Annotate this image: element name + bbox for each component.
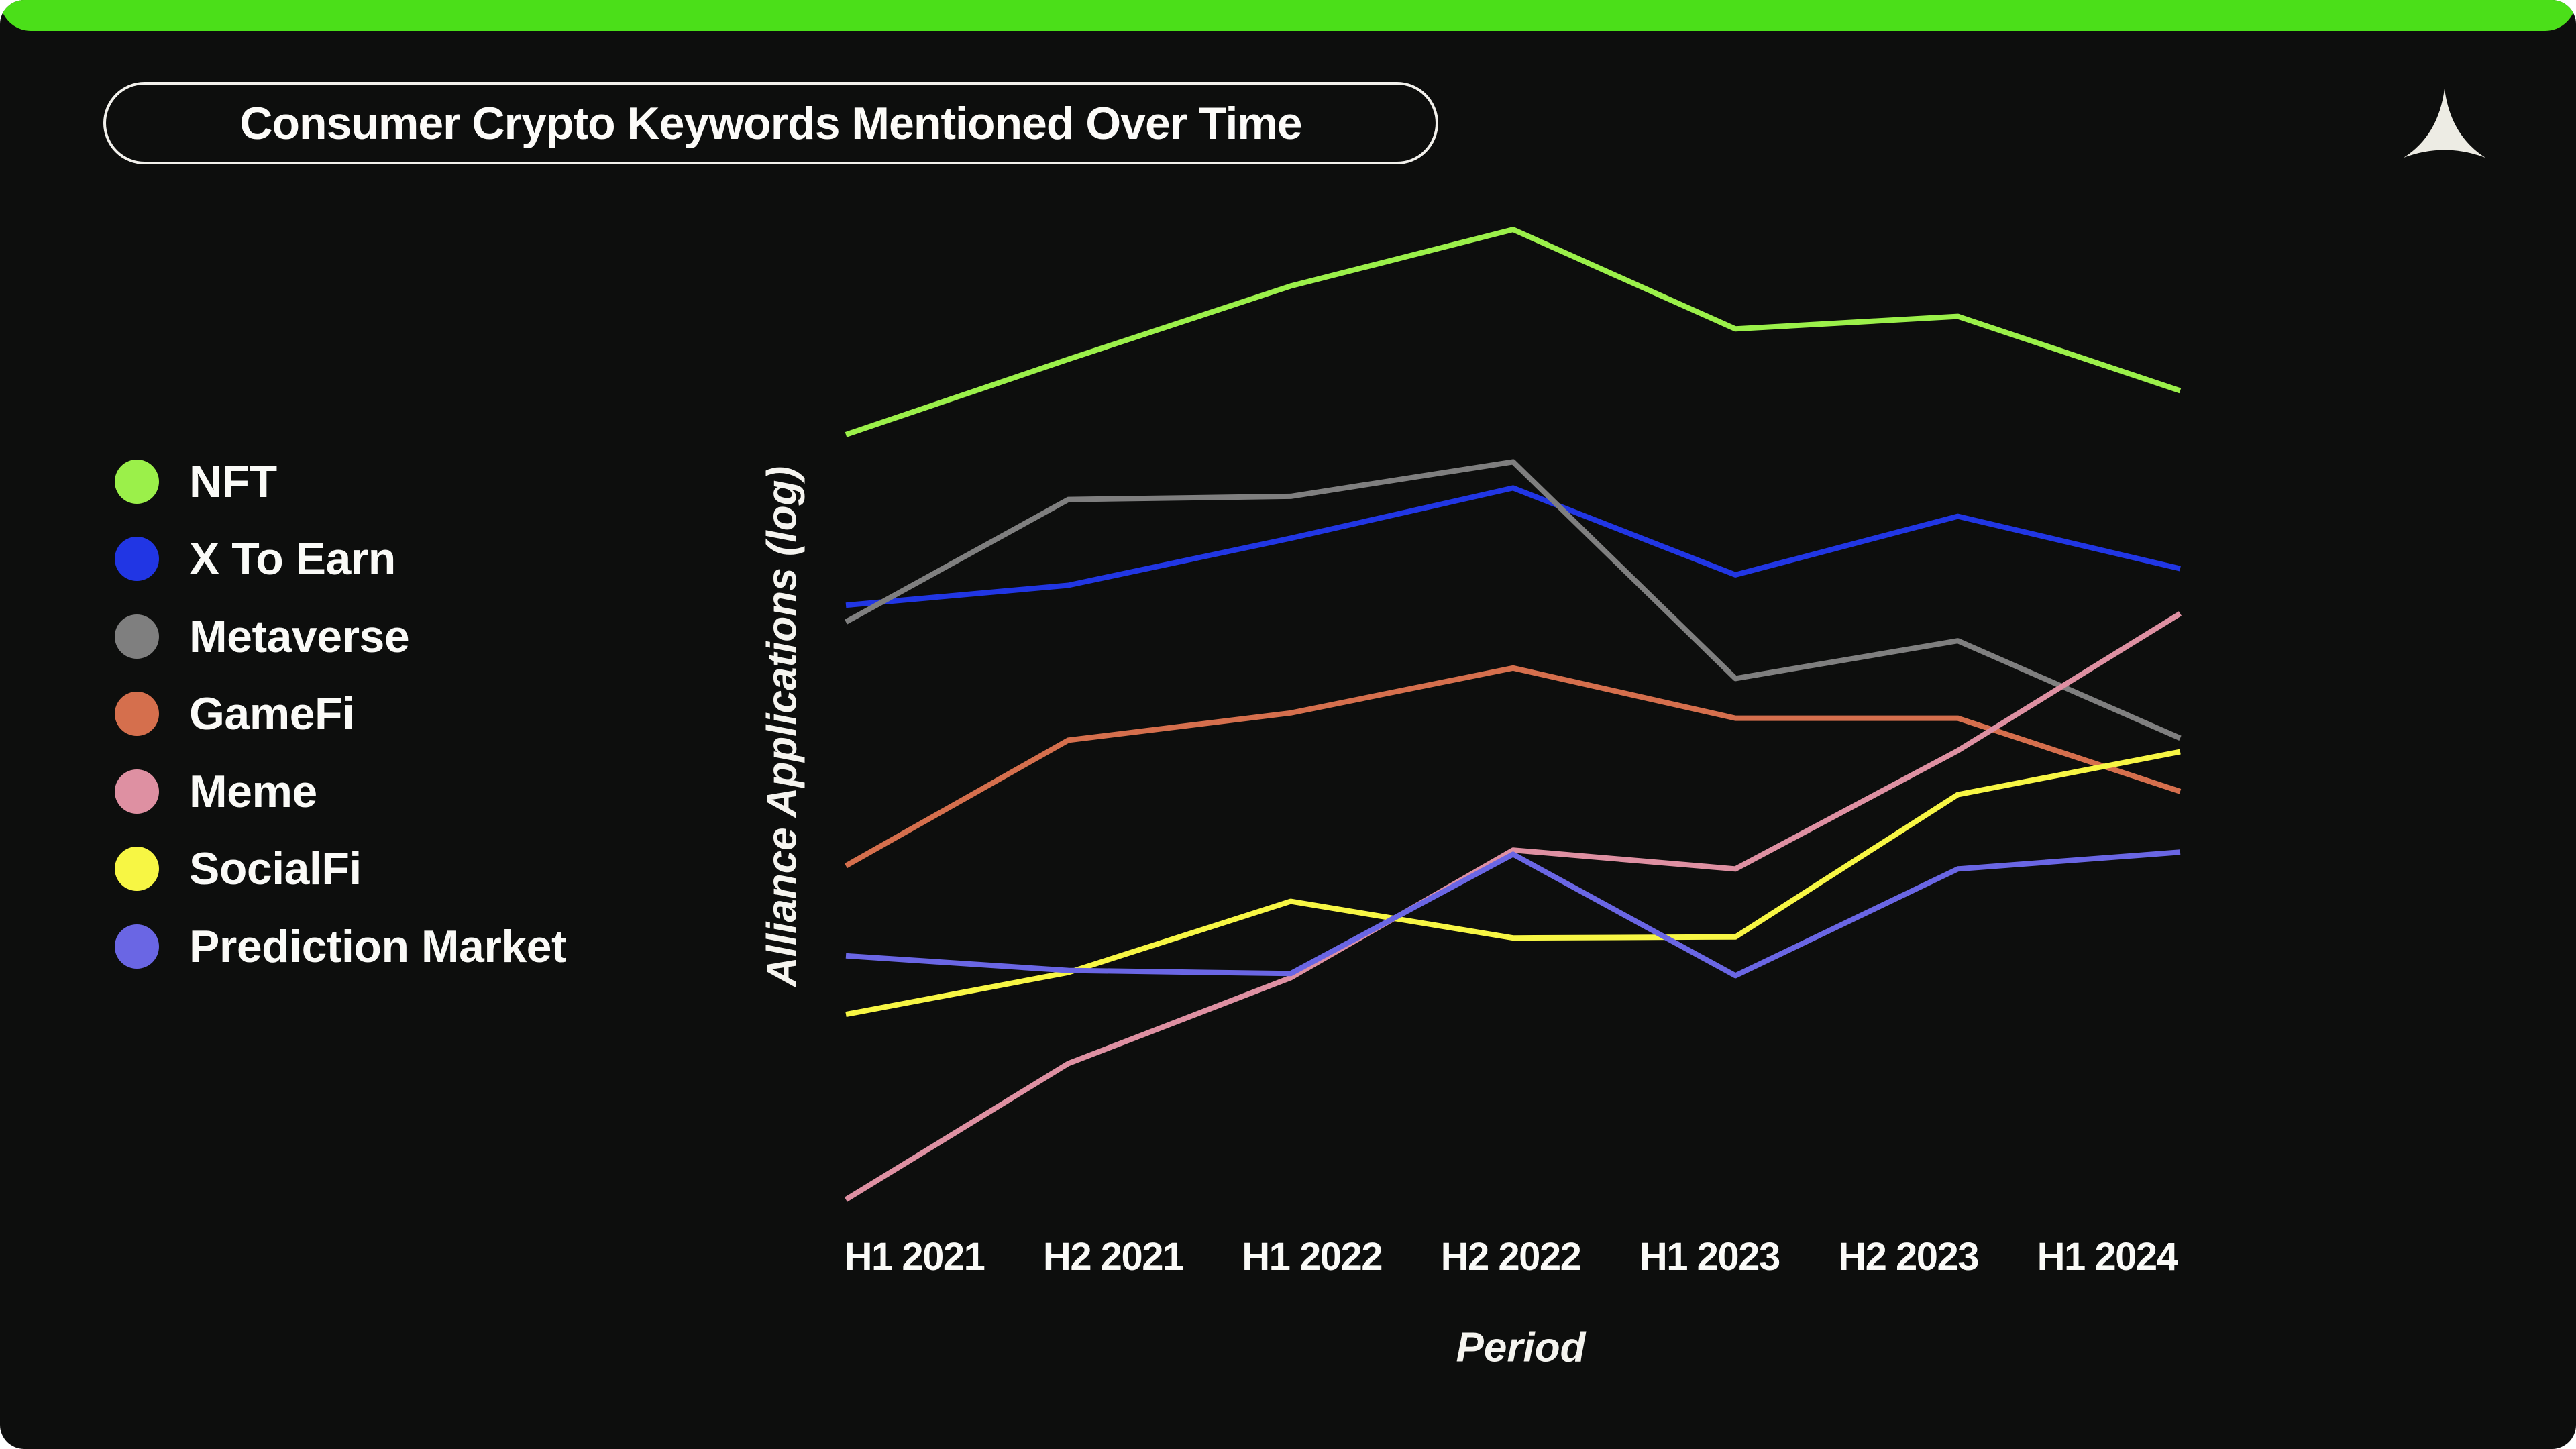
x-tick-label: H2 2022 <box>1440 1235 1582 1279</box>
legend-swatch-prediction-market <box>115 924 159 969</box>
top-accent-bar <box>0 0 2576 31</box>
page-title: Consumer Crypto Keywords Mentioned Over … <box>239 97 1302 149</box>
legend-label: Meme <box>189 765 317 817</box>
x-tick-label: H1 2022 <box>1242 1235 1383 1279</box>
x-tick-label: H1 2021 <box>844 1235 985 1279</box>
legend-item-metaverse: Metaverse <box>115 598 566 676</box>
legend-label: Metaverse <box>189 610 410 662</box>
legend-swatch-x-to-earn <box>115 537 159 582</box>
x-tick-label: H1 2024 <box>2037 1235 2178 1279</box>
legend-item-gamefi: GameFi <box>115 676 566 753</box>
legend-swatch-gamefi <box>115 692 159 737</box>
legend: NFT X To Earn Metaverse GameFi Meme Soci… <box>115 443 567 985</box>
legend-swatch-meme <box>115 769 159 814</box>
legend-swatch-nft <box>115 459 159 504</box>
legend-item-nft: NFT <box>115 443 566 521</box>
legend-item-meme: Meme <box>115 753 566 830</box>
legend-swatch-metaverse <box>115 614 159 659</box>
legend-item-prediction-market: Prediction Market <box>115 908 567 985</box>
x-tick-label: H2 2023 <box>1838 1235 1979 1279</box>
legend-item-socialfi: SocialFi <box>115 830 566 908</box>
x-axis-title: Period <box>1456 1324 1586 1371</box>
x-tick-label: H1 2023 <box>1639 1235 1780 1279</box>
legend-label: GameFi <box>189 688 355 740</box>
legend-label: X To Earn <box>189 533 396 585</box>
alliance-logo-icon <box>2404 89 2485 158</box>
legend-item-x-to-earn: X To Earn <box>115 521 566 598</box>
x-tick-label: H2 2021 <box>1042 1235 1184 1279</box>
legend-label: Prediction Market <box>189 920 567 972</box>
legend-swatch-socialfi <box>115 847 159 892</box>
legend-label: SocialFi <box>189 843 362 895</box>
legend-label: NFT <box>189 455 277 507</box>
page-title-pill: Consumer Crypto Keywords Mentioned Over … <box>103 82 1438 164</box>
